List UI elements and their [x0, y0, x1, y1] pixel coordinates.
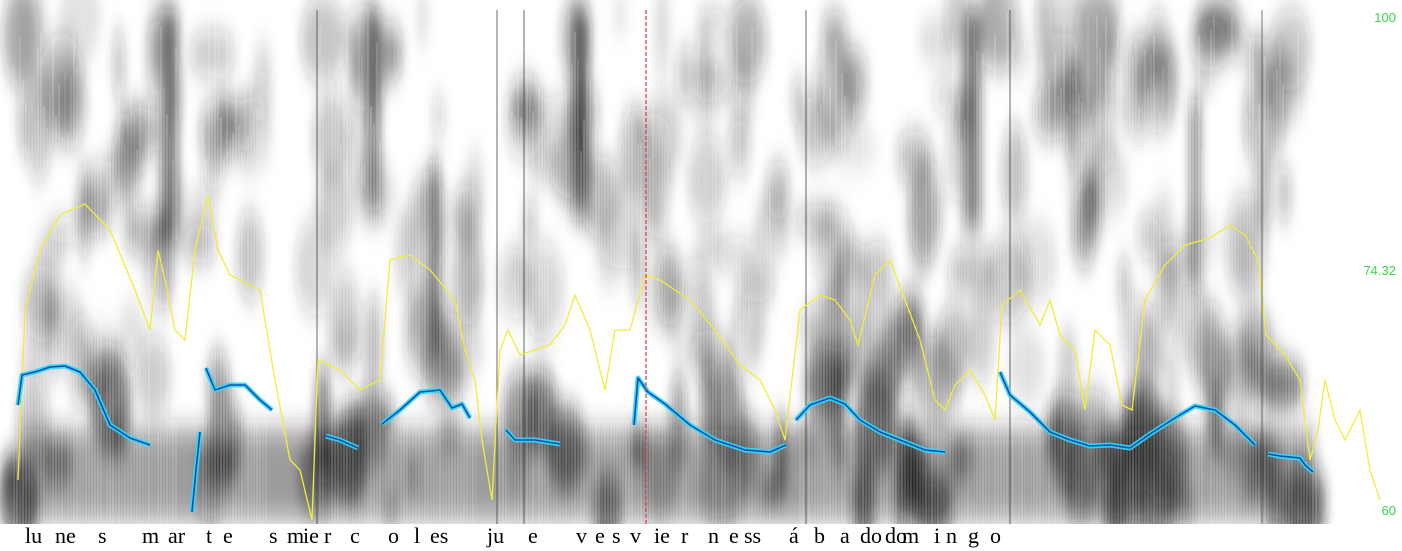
- transcript-segment: n: [946, 523, 957, 548]
- transcript-segment: ss: [744, 523, 762, 548]
- transcript-segment: s: [98, 523, 107, 548]
- transcript-segment: e: [223, 523, 233, 548]
- transcript-segment: n: [708, 523, 719, 548]
- transcript-segment: t: [206, 523, 213, 548]
- transcript-segment: ie: [654, 523, 670, 548]
- segment-boundaries: [316, 10, 1011, 524]
- transcript-segment: b: [814, 523, 825, 548]
- pitch-contour: [15, 363, 1315, 513]
- transcript-segment: v: [576, 523, 587, 548]
- transcript-segment: e: [729, 523, 739, 548]
- transcript-segment: l: [414, 523, 421, 548]
- transcript-segment: ju: [487, 523, 505, 548]
- transcript-row: lu ne s m ar t e s m ie r c o l es ju e v e s v ie r n e ss á b a do d…: [0, 524, 1402, 551]
- transcript-segment: v: [630, 523, 641, 548]
- transcript-segment: o: [990, 523, 1001, 548]
- transcript-segment: es: [430, 523, 449, 548]
- transcript-segment: m: [287, 523, 305, 548]
- transcript-segment: c: [350, 523, 360, 548]
- transcript-segment: g: [968, 523, 979, 548]
- transcript-segment: lu: [25, 523, 43, 548]
- transcript-segment: i: [934, 523, 941, 548]
- transcript-segment: do: [885, 523, 907, 548]
- transcript-segment: e: [528, 523, 538, 548]
- spectrogram-canvas[interactable]: [0, 0, 1402, 524]
- transcript-segment: do: [860, 523, 882, 548]
- transcript-segment: ne: [55, 523, 76, 548]
- transcript-segment: r: [324, 523, 332, 548]
- transcript-segment: á: [789, 523, 799, 548]
- scale-bottom-label: 60: [1381, 503, 1396, 518]
- transcript-segment: m: [142, 523, 160, 548]
- scale-mid-label: 74.32: [1363, 263, 1396, 278]
- transcript-segment: o: [388, 523, 399, 548]
- transcript-segment: s: [612, 523, 621, 548]
- scale-top-label: 100: [1374, 10, 1396, 25]
- transcript-segment: m: [902, 523, 920, 548]
- transcript-segment: r: [681, 523, 689, 548]
- transcript-segment: e: [595, 523, 605, 548]
- intensity-curve: [17, 194, 1381, 521]
- transcript-segment: ie: [303, 523, 319, 548]
- transcript-segment: ar: [168, 523, 186, 548]
- transcript-segment: a: [840, 523, 850, 548]
- spectrogram-energy: [0, 0, 1328, 524]
- transcript-segment: s: [269, 523, 278, 548]
